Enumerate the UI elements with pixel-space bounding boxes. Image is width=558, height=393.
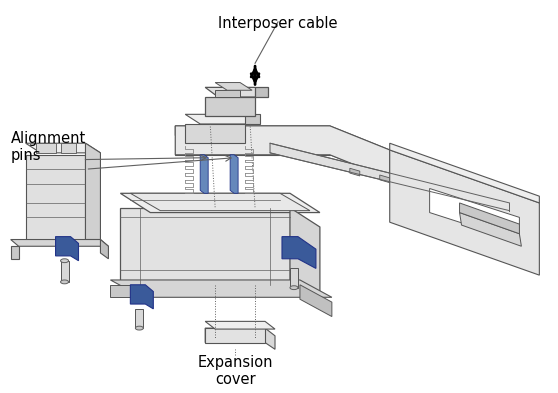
Polygon shape [185, 124, 245, 143]
Polygon shape [175, 126, 389, 160]
Polygon shape [110, 285, 142, 297]
Ellipse shape [61, 259, 69, 263]
Polygon shape [205, 328, 275, 349]
Polygon shape [300, 285, 332, 316]
Polygon shape [36, 143, 56, 153]
Polygon shape [205, 87, 268, 97]
Polygon shape [175, 136, 330, 155]
Ellipse shape [61, 280, 69, 284]
Text: Expansion
cover: Expansion cover [198, 355, 273, 387]
Polygon shape [330, 136, 389, 179]
Polygon shape [131, 193, 310, 211]
Ellipse shape [290, 286, 298, 290]
Polygon shape [230, 155, 238, 193]
Polygon shape [85, 143, 100, 239]
Polygon shape [200, 155, 208, 193]
Polygon shape [205, 321, 275, 329]
Polygon shape [290, 208, 320, 304]
Polygon shape [430, 189, 519, 241]
Polygon shape [205, 97, 255, 116]
Ellipse shape [136, 326, 143, 330]
Polygon shape [290, 268, 298, 288]
Polygon shape [56, 237, 79, 261]
Polygon shape [61, 261, 69, 282]
Polygon shape [282, 237, 316, 268]
Polygon shape [380, 175, 389, 183]
Polygon shape [175, 126, 389, 179]
Polygon shape [205, 328, 265, 343]
Polygon shape [100, 239, 108, 259]
Polygon shape [131, 285, 153, 309]
Text: Alignment
pins: Alignment pins [11, 131, 86, 163]
Polygon shape [389, 150, 540, 275]
Polygon shape [270, 143, 509, 211]
Polygon shape [110, 280, 332, 297]
Polygon shape [460, 213, 521, 246]
Polygon shape [215, 83, 252, 90]
Polygon shape [460, 203, 519, 234]
Polygon shape [121, 208, 290, 285]
Polygon shape [136, 309, 143, 328]
Polygon shape [389, 143, 540, 203]
Polygon shape [121, 193, 320, 213]
Polygon shape [61, 143, 75, 153]
Polygon shape [245, 114, 260, 124]
Polygon shape [350, 168, 360, 176]
Polygon shape [185, 114, 260, 124]
Polygon shape [26, 155, 85, 241]
Text: Interposer cable: Interposer cable [218, 16, 338, 31]
Polygon shape [215, 90, 240, 97]
Polygon shape [11, 239, 108, 246]
Polygon shape [255, 87, 268, 97]
Polygon shape [26, 143, 100, 153]
Polygon shape [11, 246, 18, 259]
